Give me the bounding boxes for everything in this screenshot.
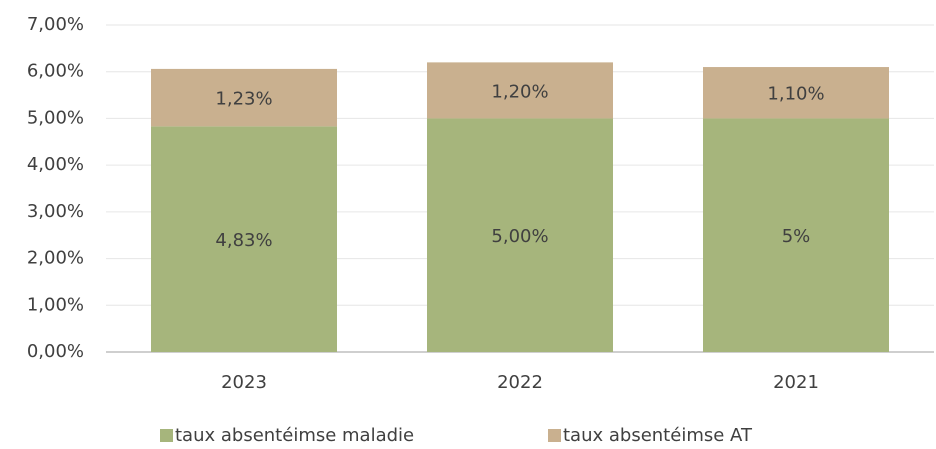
y-tick-label: 0,00%	[27, 341, 84, 362]
data-label: 4,83%	[215, 230, 272, 251]
bar-segment	[427, 62, 613, 119]
data-label: 1,20%	[491, 81, 548, 102]
bar-segment	[703, 118, 889, 352]
x-tick-label: 2023	[221, 372, 267, 393]
y-tick-label: 6,00%	[27, 61, 84, 82]
y-tick-label: 5,00%	[27, 107, 84, 128]
y-tick-label: 2,00%	[27, 248, 84, 269]
data-label: 1,23%	[215, 89, 272, 110]
legend-swatch	[160, 429, 173, 442]
x-tick-label: 2021	[773, 372, 819, 393]
data-label: 1,10%	[767, 84, 824, 105]
y-tick-label: 1,00%	[27, 294, 84, 315]
legend-label: taux absentéimse AT	[563, 425, 753, 445]
data-label: 5%	[782, 226, 811, 247]
x-tick-label: 2022	[497, 372, 543, 393]
y-tick-label: 4,00%	[27, 154, 84, 175]
bar-segment	[427, 118, 613, 352]
bar-segment	[151, 126, 337, 353]
y-tick-label: 7,00%	[27, 14, 84, 35]
legend-label: taux absentéimse maladie	[175, 425, 414, 445]
y-tick-label: 3,00%	[27, 201, 84, 222]
bar-segment	[151, 68, 337, 127]
data-label: 5,00%	[491, 226, 548, 247]
legend-swatch	[548, 429, 561, 442]
bar-segment	[703, 67, 889, 119]
